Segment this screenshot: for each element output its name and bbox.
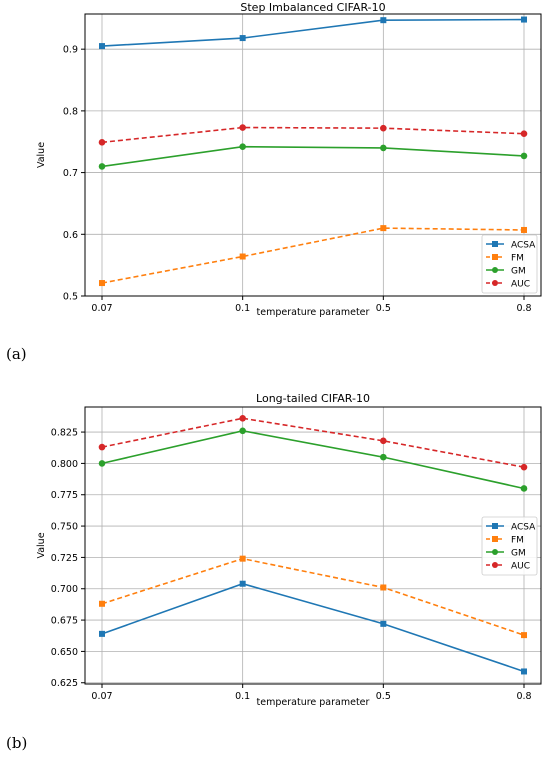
chart-title: Step Imbalanced CIFAR-10: [240, 1, 385, 14]
y-tick-label: 0.9: [63, 45, 78, 56]
chart-title: Long-tailed CIFAR-10: [256, 392, 370, 405]
plot-frame: [84, 406, 542, 685]
data-point-fm: [380, 584, 387, 591]
data-point-auc: [380, 437, 387, 445]
legend-box: [481, 516, 538, 576]
series-line-gm: [101, 145, 525, 168]
legend-marker-acsa: [492, 241, 498, 247]
data-point-fm: [521, 226, 527, 233]
data-point-acsa: [99, 630, 105, 637]
legend-marker-auc: [492, 280, 498, 286]
data-point-auc: [98, 139, 106, 146]
x-tick-label: 0.8: [516, 691, 531, 702]
x-tick-label: 0.8: [516, 303, 531, 314]
data-point-fm: [239, 253, 246, 260]
data-point-gm: [520, 485, 528, 492]
legend-marker-gm: [492, 267, 498, 273]
data-point-gm: [98, 163, 106, 170]
panel-label-b: (b): [6, 734, 28, 752]
x-axis-label: temperature parameter: [257, 697, 370, 708]
series-line-acsa: [101, 582, 525, 673]
legend-label-gm: GM: [511, 548, 526, 558]
x-tick-label: 0.1: [235, 303, 250, 314]
y-tick-label: 0.800: [51, 459, 78, 470]
data-point-acsa: [380, 620, 387, 627]
data-point-gm: [380, 453, 387, 461]
data-point-acsa: [239, 580, 246, 587]
x-tick-label: 0.5: [376, 303, 391, 314]
series-line-fm: [101, 227, 525, 284]
data-point-fm: [380, 225, 387, 232]
series-line-gm: [101, 429, 525, 490]
chart-a: 0.07 0.1 0.5 0.8 0.5 0.6 0.7 0.8 0.9 Step Imbalan…: [36, 1, 542, 318]
y-tick-label: 0.625: [51, 678, 78, 689]
y-axis-label: Value: [36, 142, 47, 168]
y-tick-label: 0.6: [63, 230, 78, 241]
data-point-auc: [239, 124, 246, 131]
data-point-acsa: [521, 16, 527, 23]
data-point-acsa: [99, 43, 105, 50]
series-line-acsa: [101, 18, 525, 47]
legend-marker-fm: [492, 254, 498, 260]
legend-marker-auc: [492, 562, 498, 568]
y-tick-label: 0.7: [63, 168, 78, 179]
x-tick-label: 0.5: [376, 691, 391, 702]
x-tick-label: 0.1: [235, 691, 250, 702]
data-point-acsa: [380, 17, 387, 24]
x-tick-label: 0.07: [91, 303, 112, 314]
legend-label-acsa: ACSA: [511, 240, 536, 250]
data-point-auc: [98, 443, 106, 451]
chart-b: 0.07 0.1 0.5 0.8 0.625 0.650 0.675 0.700 0.725 0.…: [36, 392, 542, 708]
data-point-gm: [239, 427, 246, 435]
y-tick-label: 0.700: [51, 584, 78, 595]
data-point-acsa: [521, 668, 527, 675]
legend-marker-fm: [492, 536, 498, 542]
data-point-gm: [239, 143, 246, 150]
plot-frame: [84, 13, 542, 297]
series-line-fm: [101, 557, 525, 636]
series-line-auc: [101, 417, 525, 468]
y-tick-label: 0.775: [51, 490, 78, 501]
series-line-auc: [101, 126, 525, 144]
data-point-auc: [520, 130, 528, 138]
y-tick-label: 0.825: [51, 428, 78, 439]
data-point-fm: [521, 632, 527, 639]
data-point-fm: [239, 555, 246, 562]
data-point-gm: [380, 144, 387, 152]
legend-box: [481, 234, 538, 294]
data-point-fm: [99, 280, 105, 287]
data-point-fm: [99, 600, 105, 607]
panel-label-a: (a): [6, 345, 27, 363]
y-tick-label: 0.750: [51, 522, 78, 533]
y-axis-label: Value: [36, 532, 47, 558]
legend-label-gm: GM: [511, 266, 526, 276]
x-tick-label: 0.07: [91, 691, 112, 702]
data-point-gm: [98, 460, 106, 467]
legend-marker-acsa: [492, 523, 498, 529]
y-tick-label: 0.725: [51, 553, 78, 564]
legend-label-auc: AUC: [511, 279, 530, 289]
legend: ACSA FM GM AUC: [481, 234, 538, 294]
data-point-acsa: [239, 35, 246, 42]
legend-label-fm: FM: [511, 253, 524, 263]
data-point-gm: [520, 152, 528, 160]
data-point-auc: [239, 414, 246, 422]
legend-label-fm: FM: [511, 535, 524, 545]
y-tick-label: 0.675: [51, 616, 78, 627]
y-tick-label: 0.5: [63, 292, 78, 303]
data-point-auc: [380, 124, 387, 132]
data-point-auc: [520, 463, 528, 471]
y-tick-label: 0.650: [51, 647, 78, 658]
legend-marker-gm: [492, 549, 498, 555]
x-axis-label: temperature parameter: [257, 307, 370, 318]
legend-label-acsa: ACSA: [511, 522, 536, 532]
y-tick-label: 0.8: [63, 106, 78, 117]
legend: ACSA FM GM AUC: [481, 516, 538, 576]
legend-label-auc: AUC: [511, 561, 530, 571]
